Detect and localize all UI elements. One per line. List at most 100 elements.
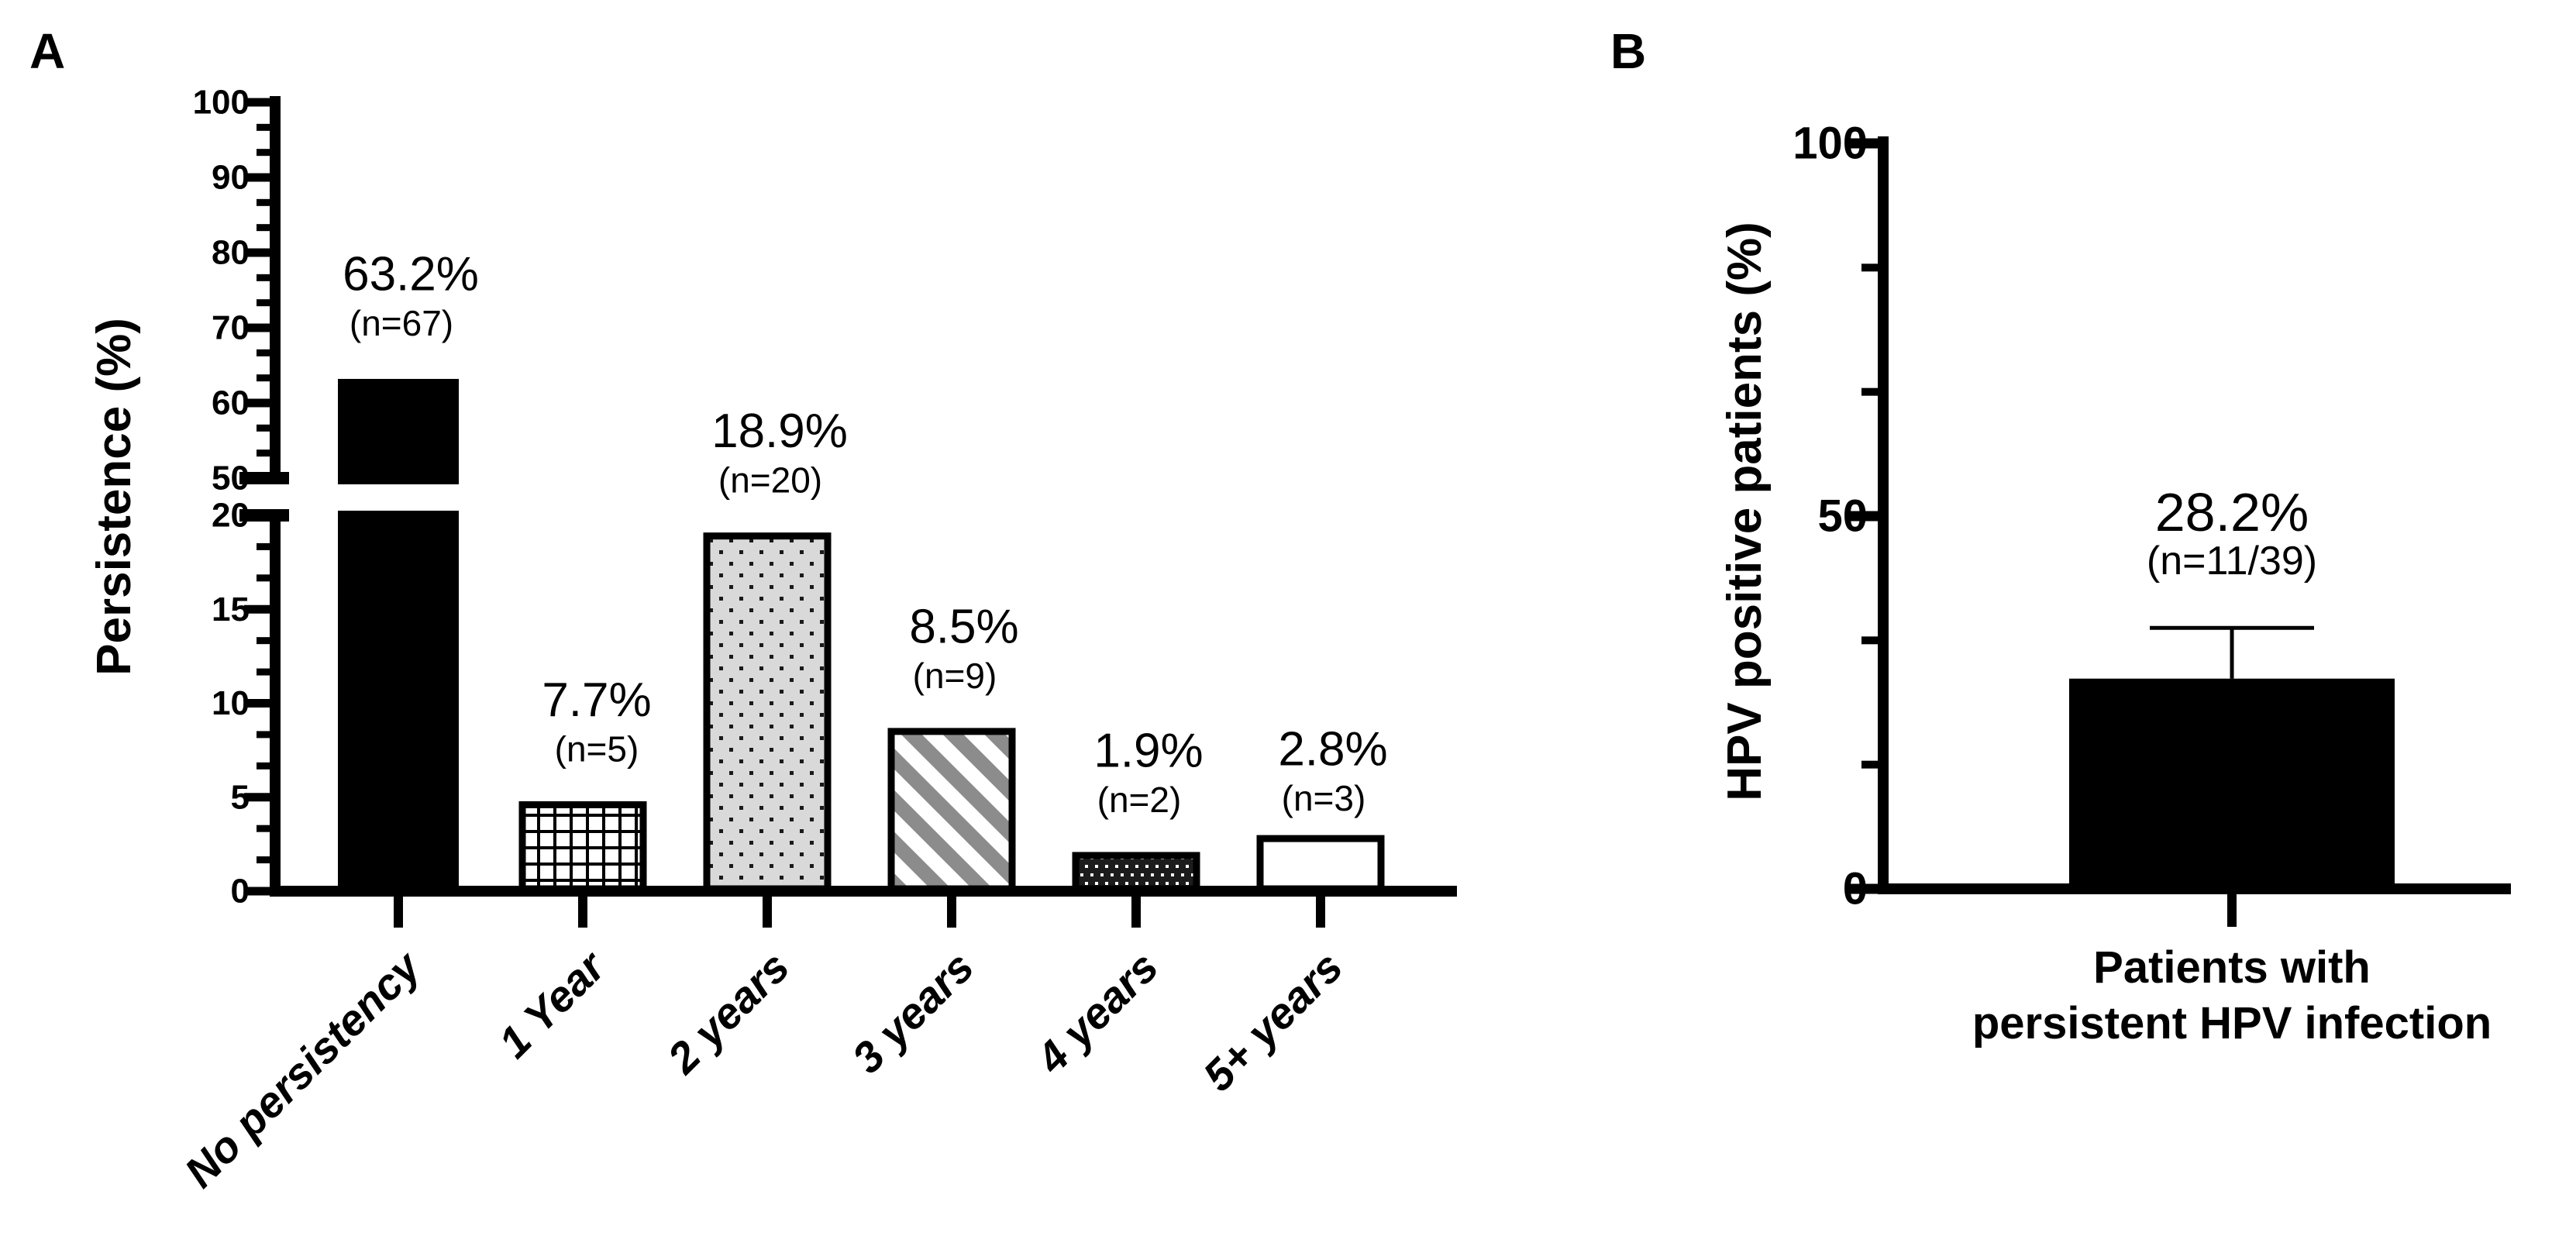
bar-lower-piece	[338, 511, 459, 889]
panel-a-y-axis-title: Persistence (%)	[88, 318, 141, 676]
bar-percent-label: 18.9%	[711, 405, 848, 458]
y-minor-tick	[257, 668, 275, 676]
y-minor-tick	[257, 274, 275, 281]
y-major-tick	[244, 98, 275, 107]
bar-percent-label: 28.2%	[2155, 482, 2309, 542]
bar	[518, 801, 647, 893]
y-minor-tick	[257, 856, 275, 864]
y-major-tick	[244, 511, 275, 520]
y-minor-tick	[257, 825, 275, 832]
y-major-tick	[244, 398, 275, 408]
y-tick-label: 20	[212, 497, 250, 535]
y-minor-tick	[1861, 760, 1883, 769]
y-tick-label: 5	[231, 778, 250, 816]
y-tick-label: 15	[212, 591, 250, 628]
panel-letter-b: B	[1610, 23, 1646, 79]
y-minor-tick	[257, 123, 275, 131]
y-minor-tick	[257, 349, 275, 356]
y-minor-tick	[257, 762, 275, 770]
y-minor-tick	[257, 374, 275, 382]
x-major-tick	[394, 897, 403, 928]
x-major-tick	[1316, 897, 1325, 928]
y-minor-tick	[257, 224, 275, 232]
y-major-tick	[244, 323, 275, 332]
panel-b-y-axis-title: HPV positive patients (%)	[1718, 222, 1772, 801]
bar	[2069, 678, 2395, 889]
y-major-tick	[1846, 511, 1883, 522]
y-minor-tick	[257, 574, 275, 582]
panel-a: A Persistence (%) 051015205060708090100 …	[29, 23, 1457, 1197]
y-tick-label: 50	[1817, 491, 1868, 542]
bar	[703, 532, 832, 893]
y-minor-tick	[257, 637, 275, 645]
panel-b-bars	[2069, 625, 2395, 889]
y-major-tick	[244, 793, 275, 802]
x-major-tick	[763, 897, 772, 928]
y-tick-label: 60	[212, 384, 250, 422]
y-tick-label: 90	[212, 159, 250, 197]
y-tick-label: 100	[1793, 119, 1868, 169]
bar-n-label: (n=9)	[913, 656, 997, 696]
bar-n-label: (n=5)	[555, 728, 639, 769]
x-category-label: 1 Year	[489, 940, 616, 1067]
panel-b-axes: 0 50 100	[1793, 119, 2511, 927]
y-major-tick	[244, 887, 275, 896]
panel-letter-a: A	[29, 23, 65, 79]
y-major-tick	[1846, 138, 1883, 149]
bar-percent-label: 63.2%	[343, 247, 479, 301]
y-minor-tick	[257, 149, 275, 157]
y-minor-tick	[257, 299, 275, 307]
y-minor-tick	[257, 424, 275, 432]
panel-b-bar-labels: 28.2%(n=11/39)	[2147, 482, 2317, 584]
bar-percent-label: 8.5%	[909, 600, 1018, 653]
x-category-label: 2 years	[657, 942, 798, 1083]
y-tick-label: 100	[193, 84, 250, 122]
panel-a-bars	[338, 378, 1385, 893]
y-tick-label: 10	[212, 684, 250, 722]
bar	[1072, 852, 1200, 893]
y-tick-label: 50	[212, 460, 250, 498]
y-minor-tick	[257, 449, 275, 457]
y-minor-tick	[1861, 263, 1883, 272]
y-tick-label: 0	[1843, 864, 1868, 914]
bar	[887, 728, 1016, 893]
y-minor-tick	[1861, 387, 1883, 396]
x-category-label: 3 years	[842, 942, 983, 1083]
x-major-tick	[2227, 894, 2237, 927]
bar-percent-label: 1.9%	[1093, 724, 1203, 777]
y-major-tick	[244, 604, 275, 614]
y-minor-tick	[257, 731, 275, 739]
x-major-tick	[578, 897, 587, 928]
panel-b: B HPV positive patients (%) Patients wit…	[1610, 23, 2511, 1048]
bar-upper-piece	[338, 378, 459, 484]
bar-n-label: (n=11/39)	[2147, 539, 2317, 584]
y-minor-tick	[257, 198, 275, 206]
y-minor-tick	[257, 542, 275, 550]
y-major-tick	[244, 699, 275, 708]
y-axis-upper-segment	[270, 96, 281, 484]
panel-b-x-axis-label-line1: Patients with	[2093, 942, 2371, 993]
x-major-tick	[1131, 897, 1141, 928]
bar-n-label: (n=67)	[350, 303, 453, 343]
bar-percent-label: 2.8%	[1278, 723, 1387, 776]
x-major-tick	[947, 897, 956, 928]
panel-b-x-axis-label-line2: persistent HPV infection	[1972, 998, 2492, 1048]
x-category-label: No persistency	[175, 941, 431, 1197]
y-tick-label: 0	[231, 873, 250, 911]
y-major-tick	[244, 173, 275, 182]
y-tick-label: 80	[212, 234, 250, 272]
y-major-tick	[1846, 883, 1883, 894]
y-tick-label: 70	[212, 309, 250, 347]
bar	[1256, 835, 1385, 893]
bar-n-label: (n=3)	[1282, 778, 1366, 818]
y-major-tick	[244, 248, 275, 257]
bar-n-label: (n=20)	[718, 460, 822, 501]
x-category-label: 4 years	[1026, 942, 1167, 1083]
y-minor-tick	[1861, 636, 1883, 645]
bar-percent-label: 7.7%	[542, 673, 651, 727]
y-major-tick	[244, 473, 275, 483]
bar-n-label: (n=2)	[1097, 780, 1182, 820]
x-category-label: 5+ years	[1193, 942, 1352, 1100]
